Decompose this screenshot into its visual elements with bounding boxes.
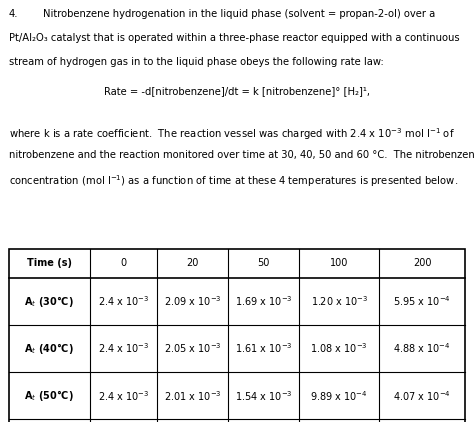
Text: 0: 0: [120, 258, 127, 268]
Text: 2.09 x 10$^{-3}$: 2.09 x 10$^{-3}$: [164, 295, 222, 308]
Text: concentration (mol l$^{-1}$) as a function of time at these 4 temperatures is pr: concentration (mol l$^{-1}$) as a functi…: [9, 173, 458, 189]
Text: where k is a rate coefficient.  The reaction vessel was charged with 2.4 x 10$^{: where k is a rate coefficient. The react…: [9, 126, 455, 142]
Text: 1.54 x 10$^{-3}$: 1.54 x 10$^{-3}$: [235, 389, 292, 403]
Text: A$_t$ (50°C): A$_t$ (50°C): [24, 388, 74, 403]
Text: 1.61 x 10$^{-3}$: 1.61 x 10$^{-3}$: [235, 342, 292, 355]
Text: 4.: 4.: [9, 9, 18, 19]
Text: A$_t$ (30°C): A$_t$ (30°C): [24, 294, 74, 309]
Text: 100: 100: [330, 258, 348, 268]
Text: A$_t$ (40°C): A$_t$ (40°C): [24, 341, 74, 356]
Text: stream of hydrogen gas in to the liquid phase obeys the following rate law:: stream of hydrogen gas in to the liquid …: [9, 57, 383, 67]
Text: 2.01 x 10$^{-3}$: 2.01 x 10$^{-3}$: [164, 389, 222, 403]
Text: nitrobenzene and the reaction monitored over time at 30, 40, 50 and 60 °C.  The : nitrobenzene and the reaction monitored …: [9, 150, 474, 160]
Text: 9.89 x 10$^{-4}$: 9.89 x 10$^{-4}$: [310, 389, 368, 403]
Text: 5.95 x 10$^{-4}$: 5.95 x 10$^{-4}$: [393, 295, 451, 308]
Text: Nitrobenzene hydrogenation in the liquid phase (solvent = propan-2-ol) over a: Nitrobenzene hydrogenation in the liquid…: [43, 9, 435, 19]
Text: 2.4 x 10$^{-3}$: 2.4 x 10$^{-3}$: [98, 342, 149, 355]
Text: 200: 200: [413, 258, 431, 268]
Text: 4.07 x 10$^{-4}$: 4.07 x 10$^{-4}$: [393, 389, 451, 403]
Text: 2.05 x 10$^{-3}$: 2.05 x 10$^{-3}$: [164, 342, 222, 355]
Text: 20: 20: [187, 258, 199, 268]
Text: 50: 50: [257, 258, 270, 268]
Text: Time (s): Time (s): [27, 258, 72, 268]
Text: 2.4 x 10$^{-3}$: 2.4 x 10$^{-3}$: [98, 295, 149, 308]
Text: 2.4 x 10$^{-3}$: 2.4 x 10$^{-3}$: [98, 389, 149, 403]
Text: 1.08 x 10$^{-3}$: 1.08 x 10$^{-3}$: [310, 342, 368, 355]
Text: 4.88 x 10$^{-4}$: 4.88 x 10$^{-4}$: [393, 342, 451, 355]
Text: Rate = -d[nitrobenzene]/dt = k [nitrobenzene]° [H₂]¹,: Rate = -d[nitrobenzene]/dt = k [nitroben…: [104, 86, 370, 96]
Text: Pt/Al₂O₃ catalyst that is operated within a three-phase reactor equipped with a : Pt/Al₂O₃ catalyst that is operated withi…: [9, 33, 459, 43]
Text: 1.69 x 10$^{-3}$: 1.69 x 10$^{-3}$: [235, 295, 292, 308]
Text: 1.20 x 10$^{-3}$: 1.20 x 10$^{-3}$: [310, 295, 368, 308]
